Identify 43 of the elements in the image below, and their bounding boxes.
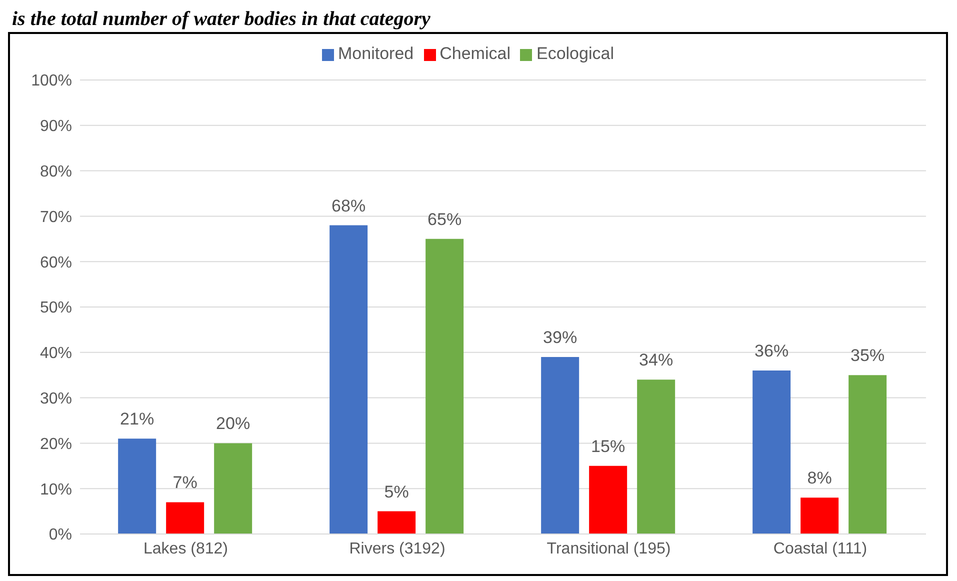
legend-label: Ecological [536, 44, 614, 63]
data-label: 21% [120, 410, 154, 429]
y-tick-label: 0% [48, 526, 72, 544]
data-label: 8% [807, 468, 832, 488]
data-label: 36% [754, 342, 789, 361]
x-tick-label: Lakes (812) [144, 540, 228, 558]
y-tick-label: 40% [40, 345, 72, 362]
bar [752, 370, 791, 534]
bar [330, 225, 368, 534]
y-tick-label: 90% [40, 118, 72, 136]
bar [426, 238, 464, 534]
data-label: 5% [384, 482, 409, 502]
bar [166, 502, 204, 534]
x-tick-label: Coastal (111) [773, 540, 868, 558]
data-label: 15% [591, 436, 626, 456]
data-label: 34% [639, 350, 674, 370]
y-tick-label: 70% [40, 208, 72, 226]
x-tick-label: Transitional (195) [546, 540, 671, 558]
legend-label: Monitored [338, 44, 414, 63]
y-tick-label: 50% [40, 300, 72, 317]
y-tick-label: 100% [31, 72, 72, 90]
y-tick-label: 20% [40, 436, 72, 453]
data-label: 7% [172, 473, 198, 492]
y-tick-label: 30% [40, 390, 72, 408]
y-tick-label: 10% [40, 481, 72, 498]
data-label: 39% [543, 328, 578, 347]
data-label: 65% [428, 210, 462, 229]
legend-label: Chemical [440, 44, 510, 63]
bar [541, 356, 580, 534]
bar [589, 466, 628, 534]
bar [637, 380, 676, 534]
x-tick-label: Rivers (3192) [349, 540, 446, 558]
bar [800, 498, 839, 534]
bar [378, 511, 416, 534]
data-label: 20% [216, 414, 250, 434]
chart-title: is the total number of water bodies in that category [11, 8, 432, 32]
y-tick-label: 60% [40, 254, 72, 272]
bar [118, 438, 156, 534]
bar [214, 443, 252, 534]
data-label: 68% [332, 196, 366, 216]
data-label: 35% [850, 346, 885, 366]
bar [848, 375, 887, 534]
y-tick-label: 80% [40, 163, 72, 180]
